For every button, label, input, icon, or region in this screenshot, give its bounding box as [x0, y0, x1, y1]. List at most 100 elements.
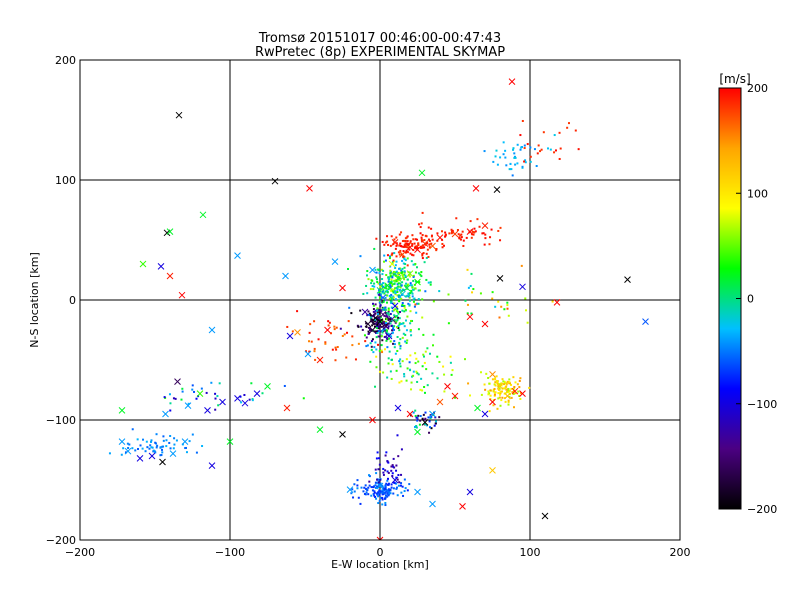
data-point-dot [407, 292, 410, 295]
data-point-dot [488, 243, 491, 246]
data-point-dot [422, 413, 425, 416]
data-point-dot [389, 296, 392, 299]
data-point-dot [426, 248, 429, 251]
data-point-dot [385, 451, 388, 454]
data-point-dot [379, 478, 382, 481]
data-point-dot [499, 390, 502, 393]
data-point-dot [375, 326, 378, 329]
data-point-dot [374, 468, 377, 471]
data-point-dot [163, 396, 166, 399]
data-point-dot [398, 341, 401, 344]
data-point-x [306, 185, 313, 192]
data-point-dot [404, 308, 407, 311]
data-point-dot [524, 159, 527, 162]
data-point-dot [412, 279, 415, 282]
data-point-dot [498, 316, 501, 319]
data-point-dot [430, 427, 433, 430]
data-point-dot [394, 316, 397, 319]
data-point-dot [365, 274, 368, 277]
data-point-dot [381, 300, 384, 303]
data-point-dot [359, 309, 362, 312]
data-point-dot [494, 381, 497, 384]
data-point-dot [500, 382, 503, 385]
data-point-dot [517, 390, 520, 393]
data-point-dot [403, 245, 406, 248]
data-point-dot [451, 229, 454, 232]
data-point-dot [414, 414, 417, 417]
data-point-dot [150, 446, 153, 449]
data-point-dot [397, 295, 400, 298]
data-point-x [519, 390, 526, 397]
data-point-dot [395, 486, 398, 489]
data-point-dot [382, 491, 385, 494]
data-point-dot [365, 325, 368, 328]
data-point-dot [335, 326, 338, 329]
data-point-x [388, 260, 396, 268]
data-point-dot [577, 148, 580, 151]
data-points [108, 78, 649, 540]
data-point-dot [385, 329, 388, 332]
data-point-dot [396, 494, 399, 497]
data-point-dot [370, 282, 373, 285]
data-point-x [519, 283, 526, 291]
data-point-dot [409, 329, 412, 332]
data-point-dot [519, 397, 522, 400]
data-point-dot [529, 146, 532, 149]
data-point-dot [422, 353, 425, 356]
data-point-dot [491, 297, 494, 300]
data-point-dot [375, 457, 378, 460]
data-point-dot [384, 497, 387, 500]
data-point-x [553, 299, 561, 306]
data-point-dot [425, 256, 428, 259]
data-point-dot [476, 218, 479, 221]
data-point-dot [397, 484, 400, 487]
data-point-dot [120, 453, 123, 456]
data-point-dot [142, 438, 145, 441]
data-point-dot [336, 345, 339, 348]
data-point-dot [384, 259, 387, 262]
data-point-dot [369, 316, 372, 319]
data-point-dot [559, 147, 562, 150]
data-point-dot [414, 352, 417, 355]
data-point-dot [387, 288, 390, 291]
data-point-dot [504, 149, 507, 152]
data-point-dot [447, 322, 450, 325]
data-point-dot [370, 348, 373, 351]
data-point-dot [374, 268, 377, 271]
data-point-dot [406, 339, 409, 342]
data-point-dot [218, 382, 221, 385]
data-point-x [414, 278, 421, 286]
data-point-dot [392, 302, 395, 305]
data-point-dot [353, 483, 356, 486]
data-point-dot [410, 291, 413, 294]
data-point-dot [497, 397, 500, 400]
data-point-dot [398, 360, 401, 363]
data-point-dot [426, 384, 429, 387]
data-point-dot [384, 241, 387, 244]
data-point-dot [333, 325, 336, 328]
data-point-dot [137, 447, 140, 450]
data-point-dot [567, 122, 570, 125]
data-point-dot [393, 325, 396, 328]
data-point-dot [414, 362, 417, 365]
data-point-dot [191, 433, 194, 436]
data-point-dot [356, 484, 359, 487]
data-point-dot [399, 338, 402, 341]
data-point-dot [308, 350, 311, 353]
data-point-x [174, 378, 181, 385]
data-point-dot [386, 495, 389, 498]
data-point-dot [251, 399, 254, 402]
data-point-dot [390, 235, 393, 238]
data-point-dot [420, 245, 423, 248]
data-point-dot [180, 398, 183, 401]
data-point-dot [392, 295, 395, 298]
data-point-dot [508, 389, 511, 392]
data-point-dot [404, 275, 407, 278]
data-point-dot [480, 393, 483, 396]
data-point-dot [430, 242, 433, 245]
data-point-dot [518, 386, 521, 389]
data-point-dot [506, 307, 509, 310]
data-point-dot [419, 415, 422, 418]
data-point-dot [391, 332, 394, 335]
data-point-dot [394, 264, 397, 267]
